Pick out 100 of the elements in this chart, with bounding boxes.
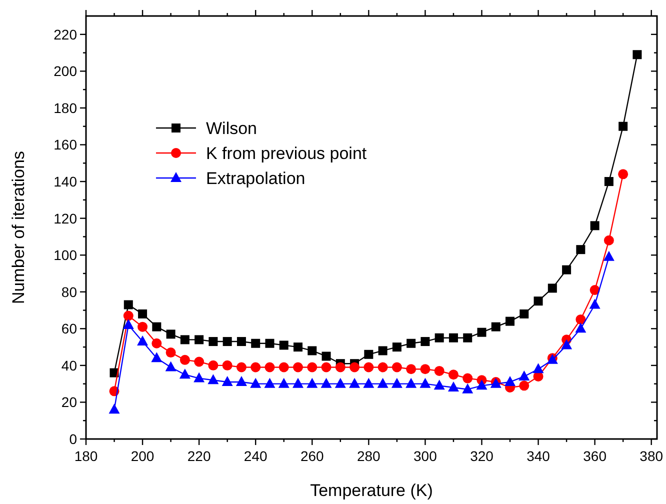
point — [448, 333, 458, 342]
point — [194, 372, 205, 382]
point — [293, 362, 304, 372]
point — [308, 346, 317, 356]
point — [420, 364, 430, 374]
point — [406, 364, 416, 374]
point — [392, 342, 402, 352]
point — [137, 336, 148, 346]
x-tick-label: 180 — [74, 448, 98, 464]
point — [378, 346, 388, 356]
point — [123, 310, 134, 321]
point — [166, 348, 176, 358]
x-tick-label: 200 — [130, 448, 154, 464]
point — [250, 362, 261, 372]
x-tick-label: 220 — [187, 448, 211, 464]
point — [477, 328, 486, 337]
legend-label: K from previous point — [206, 144, 367, 163]
x-tick-label: 360 — [583, 448, 607, 464]
point — [322, 352, 331, 361]
point — [618, 169, 628, 180]
y-axis-title: Number of iterations — [9, 150, 28, 304]
x-tick-label: 380 — [640, 448, 664, 464]
point — [278, 378, 290, 388]
point — [462, 373, 473, 384]
point — [138, 322, 148, 332]
point — [363, 378, 374, 388]
point — [520, 309, 529, 318]
point — [349, 378, 360, 388]
point — [350, 362, 360, 372]
point — [448, 382, 459, 392]
point — [590, 285, 600, 296]
point — [562, 265, 572, 274]
point — [364, 362, 374, 372]
point — [420, 337, 430, 346]
point — [278, 362, 289, 372]
point — [250, 378, 262, 388]
point — [632, 50, 642, 60]
point — [604, 177, 614, 186]
point — [108, 404, 120, 414]
point — [406, 378, 417, 388]
y-tick-label: 100 — [54, 247, 78, 264]
point — [476, 380, 488, 390]
point — [208, 360, 218, 370]
point — [194, 356, 204, 367]
x-tick-label: 280 — [356, 448, 381, 464]
point — [152, 338, 162, 348]
point — [179, 368, 190, 379]
point — [561, 339, 572, 350]
point — [334, 378, 346, 388]
x-axis-title: Temperature (K) — [310, 481, 433, 500]
point — [603, 250, 614, 261]
y-tick-label: 80 — [61, 284, 78, 300]
point — [377, 378, 388, 388]
y-tick-label: 160 — [54, 136, 78, 153]
point — [222, 376, 233, 386]
point — [448, 370, 458, 380]
point — [589, 298, 600, 309]
point — [575, 322, 586, 333]
point — [532, 363, 544, 374]
point — [292, 378, 304, 388]
point — [548, 284, 557, 293]
point — [265, 338, 274, 348]
point — [180, 354, 190, 365]
point — [434, 333, 444, 342]
point — [462, 383, 474, 394]
point — [420, 378, 431, 388]
point — [434, 380, 445, 390]
y-tick-label: 60 — [61, 320, 78, 337]
point — [534, 296, 543, 306]
point — [364, 350, 374, 359]
point — [264, 362, 275, 372]
point — [151, 352, 162, 362]
point — [264, 378, 276, 388]
point — [307, 362, 318, 372]
y-tick-label: 220 — [54, 26, 78, 42]
point — [320, 378, 332, 388]
y-tick-label: 200 — [54, 63, 78, 80]
x-tick-label: 340 — [526, 448, 550, 464]
point — [236, 337, 246, 346]
x-tick-label: 240 — [244, 448, 268, 464]
x-tick-label: 260 — [300, 448, 324, 464]
point — [618, 122, 628, 131]
y-tick-label: 0 — [69, 431, 78, 447]
point — [236, 376, 247, 386]
point — [236, 362, 246, 372]
point — [406, 338, 416, 348]
point — [576, 245, 586, 254]
y-tick-label: 20 — [61, 394, 78, 410]
x-tick-label: 320 — [470, 448, 494, 464]
point — [165, 361, 176, 372]
point — [138, 309, 148, 318]
point — [504, 376, 516, 386]
x-tick-label: 300 — [414, 448, 438, 464]
point — [279, 340, 288, 350]
point — [180, 335, 190, 344]
point — [590, 221, 600, 230]
point — [463, 333, 472, 342]
point — [208, 337, 218, 346]
point — [208, 374, 219, 384]
legend-label: Wilson — [206, 119, 258, 138]
